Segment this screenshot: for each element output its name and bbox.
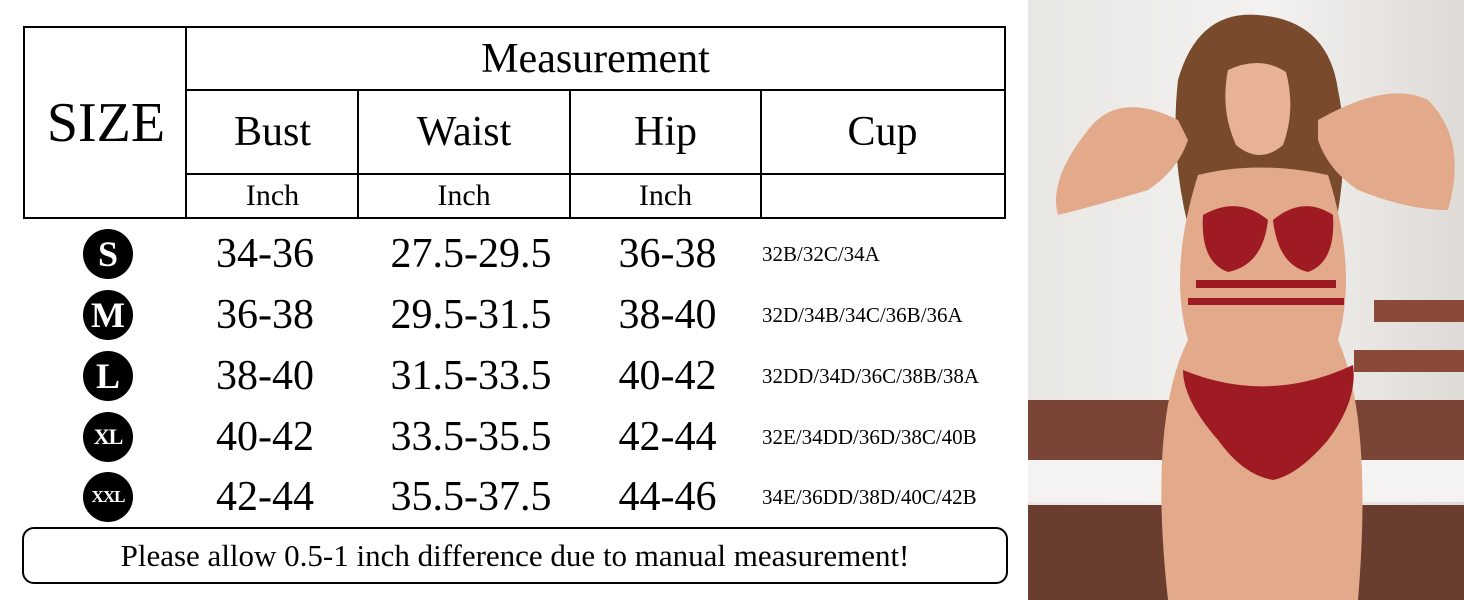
model-photo bbox=[1028, 0, 1464, 600]
hip-unit: Inch bbox=[638, 178, 693, 212]
waist-unit: Inch bbox=[437, 178, 491, 212]
bust-unit: Inch bbox=[245, 178, 300, 212]
hip-header: Hip bbox=[634, 109, 697, 155]
bust-value: 34-36 bbox=[216, 231, 314, 277]
bra-right-icon bbox=[1273, 206, 1334, 272]
table-row: S 34-36 27.5-29.5 36-38 32B/32C/34A bbox=[0, 224, 1030, 284]
waist-header: Waist bbox=[416, 109, 512, 155]
cup-value: 34E/36DD/38D/40C/42B bbox=[762, 484, 977, 509]
table-row: M 36-38 29.5-31.5 38-40 32D/34B/34C/36B/… bbox=[0, 285, 1030, 345]
face bbox=[1225, 62, 1291, 155]
bust-value: 42-44 bbox=[216, 474, 314, 520]
size-chart: SIZE Measurement Bust Waist Hip Cup Inch… bbox=[0, 26, 1030, 584]
bust-value: 40-42 bbox=[216, 414, 314, 460]
waist-value: 29.5-31.5 bbox=[390, 292, 552, 338]
harness-strap bbox=[1188, 298, 1344, 305]
table-row: XXL 42-44 35.5-37.5 44-46 34E/36DD/38D/4… bbox=[0, 467, 1030, 527]
bust-header: Bust bbox=[233, 109, 312, 155]
hip-value: 36-38 bbox=[618, 231, 717, 277]
hip-value: 44-46 bbox=[618, 474, 717, 520]
cup-value: 32D/34B/34C/36B/36A bbox=[762, 302, 963, 327]
divider bbox=[185, 28, 187, 217]
arm-right bbox=[1318, 93, 1455, 210]
harness-strap bbox=[1196, 280, 1336, 288]
arm-left bbox=[1056, 107, 1188, 215]
hip-value: 42-44 bbox=[618, 414, 717, 460]
size-chart-header: SIZE Measurement Bust Waist Hip Cup Inch… bbox=[23, 26, 1006, 219]
size-badge: S bbox=[83, 229, 133, 279]
measurement-header: Measurement bbox=[481, 36, 710, 82]
waist-value: 31.5-33.5 bbox=[390, 353, 552, 399]
divider bbox=[760, 90, 762, 217]
torso bbox=[1161, 167, 1363, 600]
stair-step bbox=[1374, 300, 1464, 322]
table-row: L 38-40 31.5-33.5 40-42 32DD/34D/36C/38B… bbox=[0, 346, 1030, 406]
divider bbox=[357, 90, 359, 217]
cup-header: Cup bbox=[847, 109, 918, 155]
cup-value: 32DD/34D/36C/38B/38A bbox=[762, 363, 980, 388]
waist-value: 33.5-35.5 bbox=[390, 414, 552, 460]
hip-value: 40-42 bbox=[618, 353, 717, 399]
size-badge: L bbox=[83, 351, 133, 401]
cup-value: 32E/34DD/36D/38C/40B bbox=[762, 424, 977, 449]
model-figure bbox=[1056, 14, 1455, 600]
bust-value: 36-38 bbox=[216, 292, 314, 338]
size-header: SIZE bbox=[46, 91, 166, 154]
bra-left-icon bbox=[1202, 206, 1268, 272]
table-row: XL 40-42 33.5-35.5 42-44 32E/34DD/36D/38… bbox=[0, 407, 1030, 467]
size-badge: XXL bbox=[83, 472, 133, 522]
bust-value: 38-40 bbox=[216, 353, 314, 399]
measurement-note: Please allow 0.5-1 inch difference due t… bbox=[22, 527, 1008, 584]
size-badge: XL bbox=[83, 412, 133, 462]
cup-value: 32B/32C/34A bbox=[762, 241, 880, 266]
hip-value: 38-40 bbox=[618, 292, 717, 338]
size-badge: M bbox=[83, 290, 133, 340]
divider bbox=[569, 90, 571, 217]
cup-unit bbox=[761, 174, 1004, 217]
stair-step bbox=[1354, 350, 1464, 372]
divider bbox=[187, 173, 1004, 175]
panty-icon bbox=[1183, 365, 1354, 480]
waist-value: 27.5-29.5 bbox=[390, 231, 552, 277]
divider bbox=[187, 89, 1004, 91]
waist-value: 35.5-37.5 bbox=[390, 474, 552, 520]
